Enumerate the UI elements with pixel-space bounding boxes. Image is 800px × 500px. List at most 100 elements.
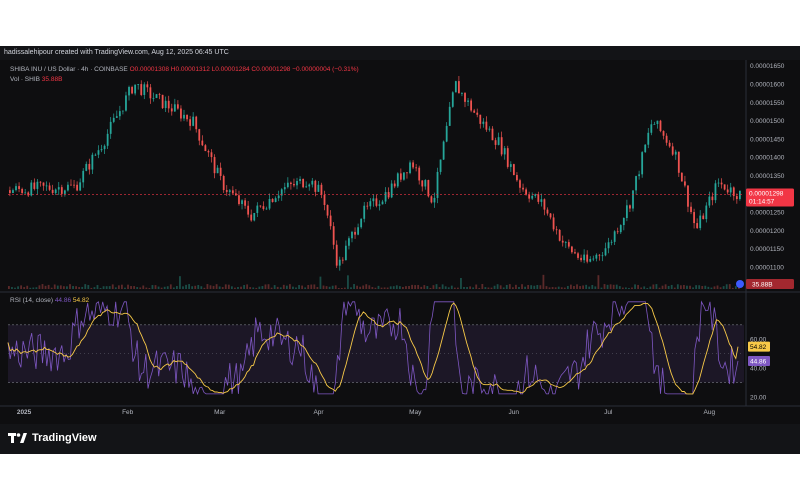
candle xyxy=(317,181,320,192)
candle xyxy=(131,85,133,95)
rsi-tick-label: 40.00 xyxy=(750,366,767,373)
candle-body xyxy=(433,197,436,203)
candle xyxy=(152,92,155,102)
candle xyxy=(699,210,702,231)
volume-bar xyxy=(142,285,145,289)
volume-bar xyxy=(81,286,84,289)
volume-bar xyxy=(456,287,459,289)
candle-body xyxy=(592,258,595,260)
candle xyxy=(33,178,36,191)
candle-body xyxy=(286,182,289,188)
volume-bar xyxy=(472,287,475,289)
candle xyxy=(635,175,637,195)
candle-body xyxy=(67,184,69,191)
volume-bar xyxy=(237,286,239,289)
volume-bar xyxy=(121,284,123,289)
volume-bar xyxy=(570,284,572,289)
candle-body xyxy=(88,163,91,170)
candle xyxy=(671,142,674,156)
candle-body xyxy=(241,200,243,205)
volume-bar xyxy=(398,286,401,289)
volume-bar xyxy=(209,285,212,289)
price-tick-label: 0.00001500 xyxy=(750,118,785,125)
candle xyxy=(354,227,356,239)
candle xyxy=(616,227,619,235)
volume-bar xyxy=(56,285,59,289)
symbol-name[interactable]: SHIBA INU / US Dollar · 4h · COINBASE xyxy=(10,66,128,73)
candle-body xyxy=(106,133,109,146)
candle xyxy=(549,213,552,220)
time-tick-label: Apr xyxy=(313,409,324,416)
candle xyxy=(577,251,579,260)
candle-body xyxy=(457,81,460,94)
candle-body xyxy=(735,196,738,200)
candle xyxy=(115,110,118,118)
volume-bar xyxy=(227,284,230,289)
volume-bar xyxy=(557,286,560,289)
candle xyxy=(561,235,564,247)
candle xyxy=(213,154,216,179)
candle xyxy=(51,184,54,195)
candle xyxy=(140,80,143,97)
volume-bar xyxy=(362,285,365,289)
volume-bar xyxy=(664,284,667,289)
candle-body xyxy=(332,226,335,245)
candle-body xyxy=(604,248,607,256)
price-tick-label: 0.00001100 xyxy=(750,265,784,272)
candle xyxy=(540,193,543,207)
candle-body xyxy=(82,170,85,183)
volume-bar xyxy=(716,285,719,289)
volume-bar xyxy=(151,285,154,289)
candle xyxy=(528,191,531,203)
candle-body xyxy=(210,152,213,158)
volume-bar xyxy=(612,284,615,289)
candle-body xyxy=(76,184,78,191)
candle-body xyxy=(94,154,97,156)
candle xyxy=(519,178,521,193)
volume-bar xyxy=(600,287,603,289)
volume-bar xyxy=(230,286,233,289)
candle xyxy=(457,75,460,94)
candle xyxy=(253,212,256,222)
volume-bar xyxy=(29,287,32,289)
candle xyxy=(674,149,677,160)
volume-bar xyxy=(704,285,707,289)
rsi-label[interactable]: RSI (14, close) xyxy=(10,297,53,304)
candle-body xyxy=(580,257,582,261)
volume-bar xyxy=(594,286,597,289)
chart-canvas[interactable]: 0.00001650 0.00001600 0.00001550 0.00001500… xyxy=(0,46,800,454)
volume-bar xyxy=(713,286,716,289)
time-tick-label: 2025 xyxy=(17,409,32,416)
candle-body xyxy=(344,245,347,261)
candle-body xyxy=(595,254,598,259)
candle xyxy=(271,198,274,203)
rsi-ma-tag xyxy=(748,341,770,352)
candle xyxy=(293,178,295,188)
volume-bar xyxy=(307,284,310,289)
candle xyxy=(506,145,509,169)
candle-body xyxy=(103,145,106,150)
candle-body xyxy=(85,163,88,171)
volume-bar xyxy=(710,287,713,289)
candle-body xyxy=(9,190,11,194)
candle xyxy=(369,198,372,210)
candle xyxy=(357,223,360,236)
candle xyxy=(329,210,332,230)
candle-body xyxy=(152,97,155,99)
rsi-ma-value: 54.82 xyxy=(72,297,90,304)
volume-bar xyxy=(194,285,197,289)
candle-body xyxy=(329,215,332,227)
candle xyxy=(687,185,689,213)
tradingview-logo[interactable]: TradingView xyxy=(8,432,97,444)
candle-body xyxy=(427,180,430,197)
volume-bar xyxy=(41,284,44,289)
volume-label[interactable]: Vol · SHIB xyxy=(10,76,40,83)
volume-bar xyxy=(203,287,206,289)
volume-bar xyxy=(481,284,484,289)
candle-body xyxy=(421,180,424,187)
volume-bar xyxy=(240,286,242,289)
candle-body xyxy=(528,194,531,199)
candle xyxy=(76,181,78,192)
volume-bar xyxy=(722,286,725,289)
volume-bar xyxy=(337,287,340,289)
